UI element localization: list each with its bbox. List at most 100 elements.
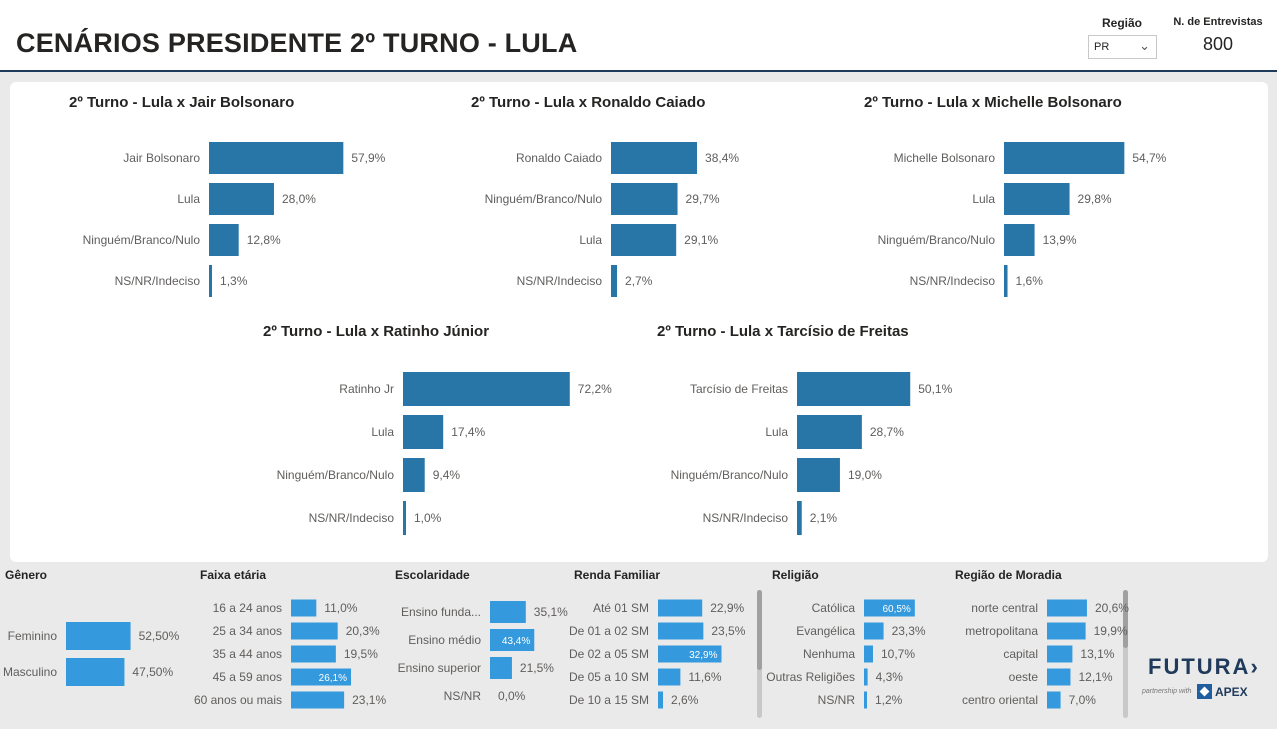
scrollbar-thumb[interactable]: [1123, 590, 1128, 648]
bar[interactable]: [1047, 691, 1061, 709]
bar[interactable]: [1047, 668, 1071, 686]
bar[interactable]: [864, 622, 884, 640]
bar[interactable]: [864, 668, 868, 686]
chart-renda-bars: Até 01 SM 22,9% De 01 a 02 SM 23,5% De 02 a …: [569, 599, 746, 709]
income-scrollbar[interactable]: [757, 590, 762, 718]
value-label: 13,9%: [1043, 233, 1077, 247]
bar[interactable]: [864, 645, 873, 663]
bar[interactable]: [403, 415, 444, 449]
value-label: 28,7%: [870, 425, 904, 439]
page-title: CENÁRIOS PRESIDENTE 2º TURNO - LULA: [16, 28, 578, 58]
bar[interactable]: [797, 415, 862, 449]
category-label: Ninguém/Branco/Nulo: [485, 192, 603, 206]
value-label: 50,1%: [918, 382, 952, 396]
bar[interactable]: [291, 622, 338, 640]
bar[interactable]: [797, 372, 911, 406]
category-label: Ninguém/Branco/Nulo: [83, 233, 201, 247]
bar[interactable]: [209, 224, 239, 256]
value-label: 1,3%: [220, 274, 248, 288]
value-label: 38,4%: [705, 151, 739, 165]
bar[interactable]: [658, 599, 703, 617]
bar[interactable]: [291, 691, 345, 709]
bar[interactable]: [490, 629, 535, 651]
value-label: 12,8%: [247, 233, 281, 247]
category-label: Lula: [177, 192, 200, 206]
value-label: 17,4%: [451, 425, 485, 439]
bar[interactable]: [403, 372, 570, 406]
bar[interactable]: [1047, 599, 1087, 617]
bar[interactable]: [611, 142, 698, 174]
category-label: Ensino superior: [398, 661, 481, 675]
bar[interactable]: [658, 622, 704, 640]
category-label: De 02 a 05 SM: [569, 647, 649, 661]
scrollbar-thumb[interactable]: [757, 590, 762, 670]
category-label: Ninguém/Branco/Nulo: [277, 468, 395, 482]
bar[interactable]: [291, 599, 317, 617]
interview-count-label: N. de Entrevistas: [1173, 16, 1263, 28]
category-label: capital: [1003, 647, 1038, 661]
bar[interactable]: [1047, 645, 1073, 663]
bar[interactable]: [611, 265, 618, 297]
bar[interactable]: [658, 645, 722, 663]
category-label: Lula: [371, 425, 394, 439]
category-label: Lula: [972, 192, 995, 206]
logo-wordmark: FUTURA›: [1148, 654, 1260, 679]
value-label: 2,7%: [625, 274, 653, 288]
bar[interactable]: [658, 668, 681, 686]
chart-title: 2º Turno - Lula x Michelle Bolsonaro: [864, 94, 1122, 111]
bar[interactable]: [490, 601, 526, 623]
value-label: 0,0%: [498, 689, 526, 703]
category-label: Ronaldo Caiado: [516, 151, 602, 165]
category-label: Masculino: [3, 665, 57, 679]
bar[interactable]: [1047, 622, 1086, 640]
income-title: Renda Familiar: [574, 568, 661, 582]
bar[interactable]: [403, 501, 406, 535]
value-label: 1,0%: [414, 511, 442, 525]
value-label: 1,6%: [1016, 274, 1044, 288]
bar[interactable]: [797, 501, 802, 535]
bar[interactable]: [209, 265, 213, 297]
value-label: 29,1%: [684, 233, 718, 247]
value-label: 11,6%: [688, 670, 721, 684]
bar[interactable]: [1004, 265, 1008, 297]
category-label: De 01 a 02 SM: [569, 624, 649, 638]
residence-scrollbar[interactable]: [1123, 590, 1128, 718]
value-label: 23,3%: [892, 624, 926, 638]
category-label: Ninguém/Branco/Nulo: [671, 468, 789, 482]
category-label: norte central: [971, 601, 1038, 615]
bar[interactable]: [611, 183, 678, 215]
bar[interactable]: [611, 224, 677, 256]
value-label: 19,9%: [1094, 624, 1128, 638]
bar[interactable]: [209, 183, 274, 215]
value-label: 20,6%: [1095, 601, 1129, 615]
category-label: De 05 a 10 SM: [569, 670, 649, 684]
value-label: 72,2%: [578, 382, 612, 396]
bar[interactable]: [403, 458, 425, 492]
bar[interactable]: [490, 657, 512, 679]
bar[interactable]: [1004, 224, 1035, 256]
bar[interactable]: [864, 599, 915, 617]
region-filter-dropdown[interactable]: PR ⌄: [1088, 35, 1157, 59]
bar[interactable]: [1004, 142, 1125, 174]
value-label: 1,2%: [875, 693, 903, 707]
bar[interactable]: [291, 645, 336, 663]
value-label: 11,0%: [324, 601, 357, 615]
category-label: NS/NR: [818, 693, 856, 707]
value-label: 22,9%: [710, 601, 744, 615]
category-label: Ratinho Jr: [339, 382, 394, 396]
education-title: Escolaridade: [395, 568, 470, 582]
value-label: 20,3%: [346, 624, 380, 638]
gender-title: Gênero: [5, 568, 48, 582]
category-label: 25 a 34 anos: [213, 624, 282, 638]
bar[interactable]: [66, 622, 131, 650]
chart-moradia-bars: norte central 20,6% metropolitana 19,9% capi…: [962, 599, 1129, 709]
bar[interactable]: [1004, 183, 1070, 215]
bar[interactable]: [209, 142, 344, 174]
chart-genero-bars: Feminino 52,50% Masculino 47,50%: [3, 622, 180, 686]
bar[interactable]: [291, 668, 352, 686]
category-label: Outras Religiões: [766, 670, 855, 684]
bar[interactable]: [864, 691, 867, 709]
bar[interactable]: [66, 658, 125, 686]
bar[interactable]: [658, 691, 664, 709]
bar[interactable]: [797, 458, 840, 492]
